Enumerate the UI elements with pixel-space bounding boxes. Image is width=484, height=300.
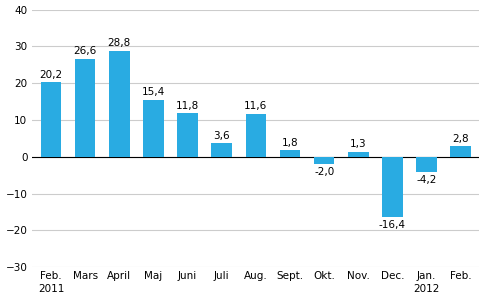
Text: 26,6: 26,6 [74, 46, 97, 56]
Text: 2,8: 2,8 [452, 134, 468, 144]
Bar [381, 157, 402, 217]
Bar [143, 100, 164, 157]
Text: -16,4: -16,4 [378, 220, 405, 230]
Bar [211, 143, 231, 157]
Bar [75, 59, 95, 157]
Text: 11,8: 11,8 [176, 101, 199, 111]
Bar [245, 114, 266, 157]
Bar [415, 157, 436, 172]
Text: 3,6: 3,6 [213, 131, 229, 141]
Bar [109, 51, 129, 157]
Bar [279, 150, 300, 157]
Bar [348, 152, 368, 157]
Bar [313, 157, 333, 164]
Text: 28,8: 28,8 [107, 38, 131, 48]
Text: -2,0: -2,0 [313, 167, 333, 177]
Bar [41, 82, 61, 157]
Text: -4,2: -4,2 [415, 175, 436, 185]
Bar [450, 146, 470, 157]
Text: 1,8: 1,8 [281, 137, 298, 148]
Text: 11,6: 11,6 [244, 101, 267, 112]
Text: 15,4: 15,4 [141, 88, 165, 98]
Text: 1,3: 1,3 [349, 140, 366, 149]
Text: 20,2: 20,2 [39, 70, 62, 80]
Bar [177, 113, 197, 157]
